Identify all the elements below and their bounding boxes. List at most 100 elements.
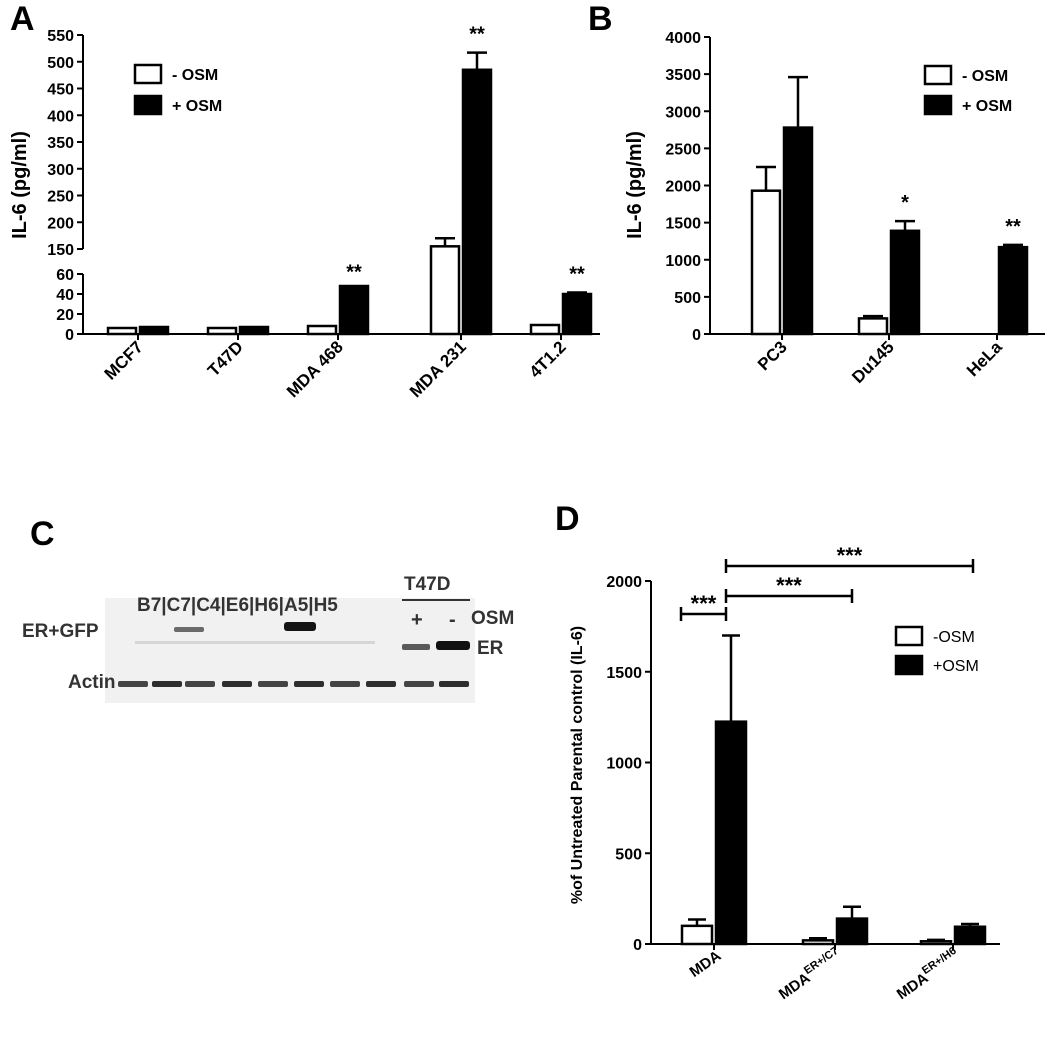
significance-label: ** — [569, 264, 585, 286]
significance-label: *** — [776, 573, 802, 598]
y-tick-label: 500 — [615, 846, 642, 863]
bar — [680, 924, 714, 946]
bar — [782, 126, 814, 336]
bar — [953, 925, 987, 946]
x-tick-label: MCF7 — [101, 337, 147, 383]
band-actin — [258, 681, 288, 687]
legend-swatch-plus — [894, 654, 924, 676]
bar — [919, 940, 953, 946]
panel-letter-a: A — [10, 0, 35, 38]
significance-label: ** — [469, 24, 485, 46]
y-axis-label: IL-6 (pg/ml) — [624, 131, 646, 239]
band-t47d-minus-er — [436, 641, 470, 650]
panel-letter-d: D — [555, 500, 580, 538]
legend-swatch-minus — [133, 63, 163, 85]
bar — [714, 720, 748, 946]
bar — [106, 326, 138, 336]
significance-label: *** — [837, 543, 863, 568]
y-tick-label: 0 — [692, 327, 701, 344]
y-tick-label: 40 — [56, 287, 74, 304]
y-tick-label: 150 — [47, 242, 74, 259]
y-tick-label: 20 — [56, 307, 74, 324]
x-tick-label: MDA 468 — [283, 337, 347, 401]
x-tick-label: MDA — [687, 947, 725, 981]
legend-label: + OSM — [172, 98, 222, 115]
y-tick-label: 500 — [674, 290, 701, 307]
bar — [997, 245, 1029, 336]
x-tick-label: PC3 — [754, 337, 791, 374]
blot-row-label-er-gfp: ER+GFP — [22, 621, 99, 642]
significance-label: * — [901, 192, 909, 214]
x-tick-label-superscript: ER+/H6 — [920, 945, 959, 977]
blot-treatment-label: OSM — [471, 608, 514, 629]
legend-label: - OSM — [172, 67, 218, 84]
bar — [306, 324, 338, 336]
blot-control-plus: + — [411, 609, 423, 631]
y-tick-label: 1000 — [665, 253, 701, 270]
bar — [561, 292, 593, 336]
y-axis-label: IL-6 (pg/ml) — [9, 131, 31, 239]
y-tick-label: 60 — [56, 267, 74, 284]
legend-swatch-minus — [894, 625, 924, 647]
bar — [338, 284, 370, 336]
y-tick-label: 500 — [47, 55, 74, 72]
bar — [835, 917, 869, 946]
legend-label: + OSM — [962, 98, 1012, 115]
band-actin — [366, 681, 396, 687]
bar — [529, 323, 561, 336]
bar — [238, 325, 270, 336]
legend-swatch-plus — [133, 94, 163, 116]
band-c7-er-gfp — [174, 627, 204, 632]
bar — [138, 325, 170, 336]
x-tick-label: 4T1.2 — [526, 337, 570, 381]
significance-label: ** — [346, 262, 362, 284]
x-tick-label: MDAER+/C7 — [774, 945, 845, 1003]
y-tick-label: 400 — [47, 108, 74, 125]
y-tick-label: 0 — [65, 327, 74, 344]
y-tick-label: 550 — [47, 28, 74, 45]
band-actin — [294, 681, 324, 687]
y-tick-label: 300 — [47, 162, 74, 179]
x-tick-label: T47D — [204, 337, 247, 380]
band-actin — [439, 681, 469, 687]
blot-row-label-actin: Actin — [68, 672, 116, 693]
bar — [857, 317, 889, 336]
y-tick-label: 250 — [47, 189, 74, 206]
blot-right-label-er: ER — [477, 638, 504, 659]
band-h6-er-gfp — [284, 622, 316, 631]
bar — [889, 229, 921, 336]
y-tick-label: 3000 — [665, 104, 701, 121]
x-tick-label-superscript: ER+/C7 — [802, 945, 841, 977]
x-tick-label: HeLa — [963, 337, 1006, 380]
y-axis-label: %of Untreated Parental control (IL-6) — [569, 626, 586, 904]
y-tick-label: 350 — [47, 135, 74, 152]
significance-label: *** — [691, 591, 717, 616]
band-actin — [152, 681, 182, 687]
y-tick-label: 1500 — [665, 216, 701, 233]
y-tick-label: 200 — [47, 215, 74, 232]
chart-d: 0 500 1000 1500 2000 %of Untreated Parental c… — [569, 543, 1000, 1003]
band-actin — [118, 681, 148, 687]
legend-swatch-minus — [923, 64, 953, 86]
bar — [750, 189, 782, 336]
y-tick-label: 450 — [47, 82, 74, 99]
actin-bands — [118, 681, 469, 687]
band-actin — [404, 681, 434, 687]
y-tick-label: 0 — [633, 937, 642, 954]
bar — [461, 68, 493, 336]
band-actin — [222, 681, 252, 687]
blot-control-minus: - — [449, 609, 456, 631]
legend-label: +OSM — [933, 658, 979, 675]
band-actin — [330, 681, 360, 687]
blot-lane-labels: B7|C7|C4|E6|H6|A5|H5 — [137, 595, 338, 616]
legend-label: - OSM — [962, 68, 1008, 85]
x-tick-label: MDA 231 — [406, 337, 470, 401]
band-actin — [185, 681, 215, 687]
legend-label: -OSM — [933, 629, 975, 646]
y-tick-label: 4000 — [665, 30, 701, 47]
y-tick-label: 2500 — [665, 141, 701, 158]
panel-letter-b: B — [588, 0, 613, 38]
bar — [429, 245, 461, 336]
significance-label: ** — [1005, 216, 1021, 238]
